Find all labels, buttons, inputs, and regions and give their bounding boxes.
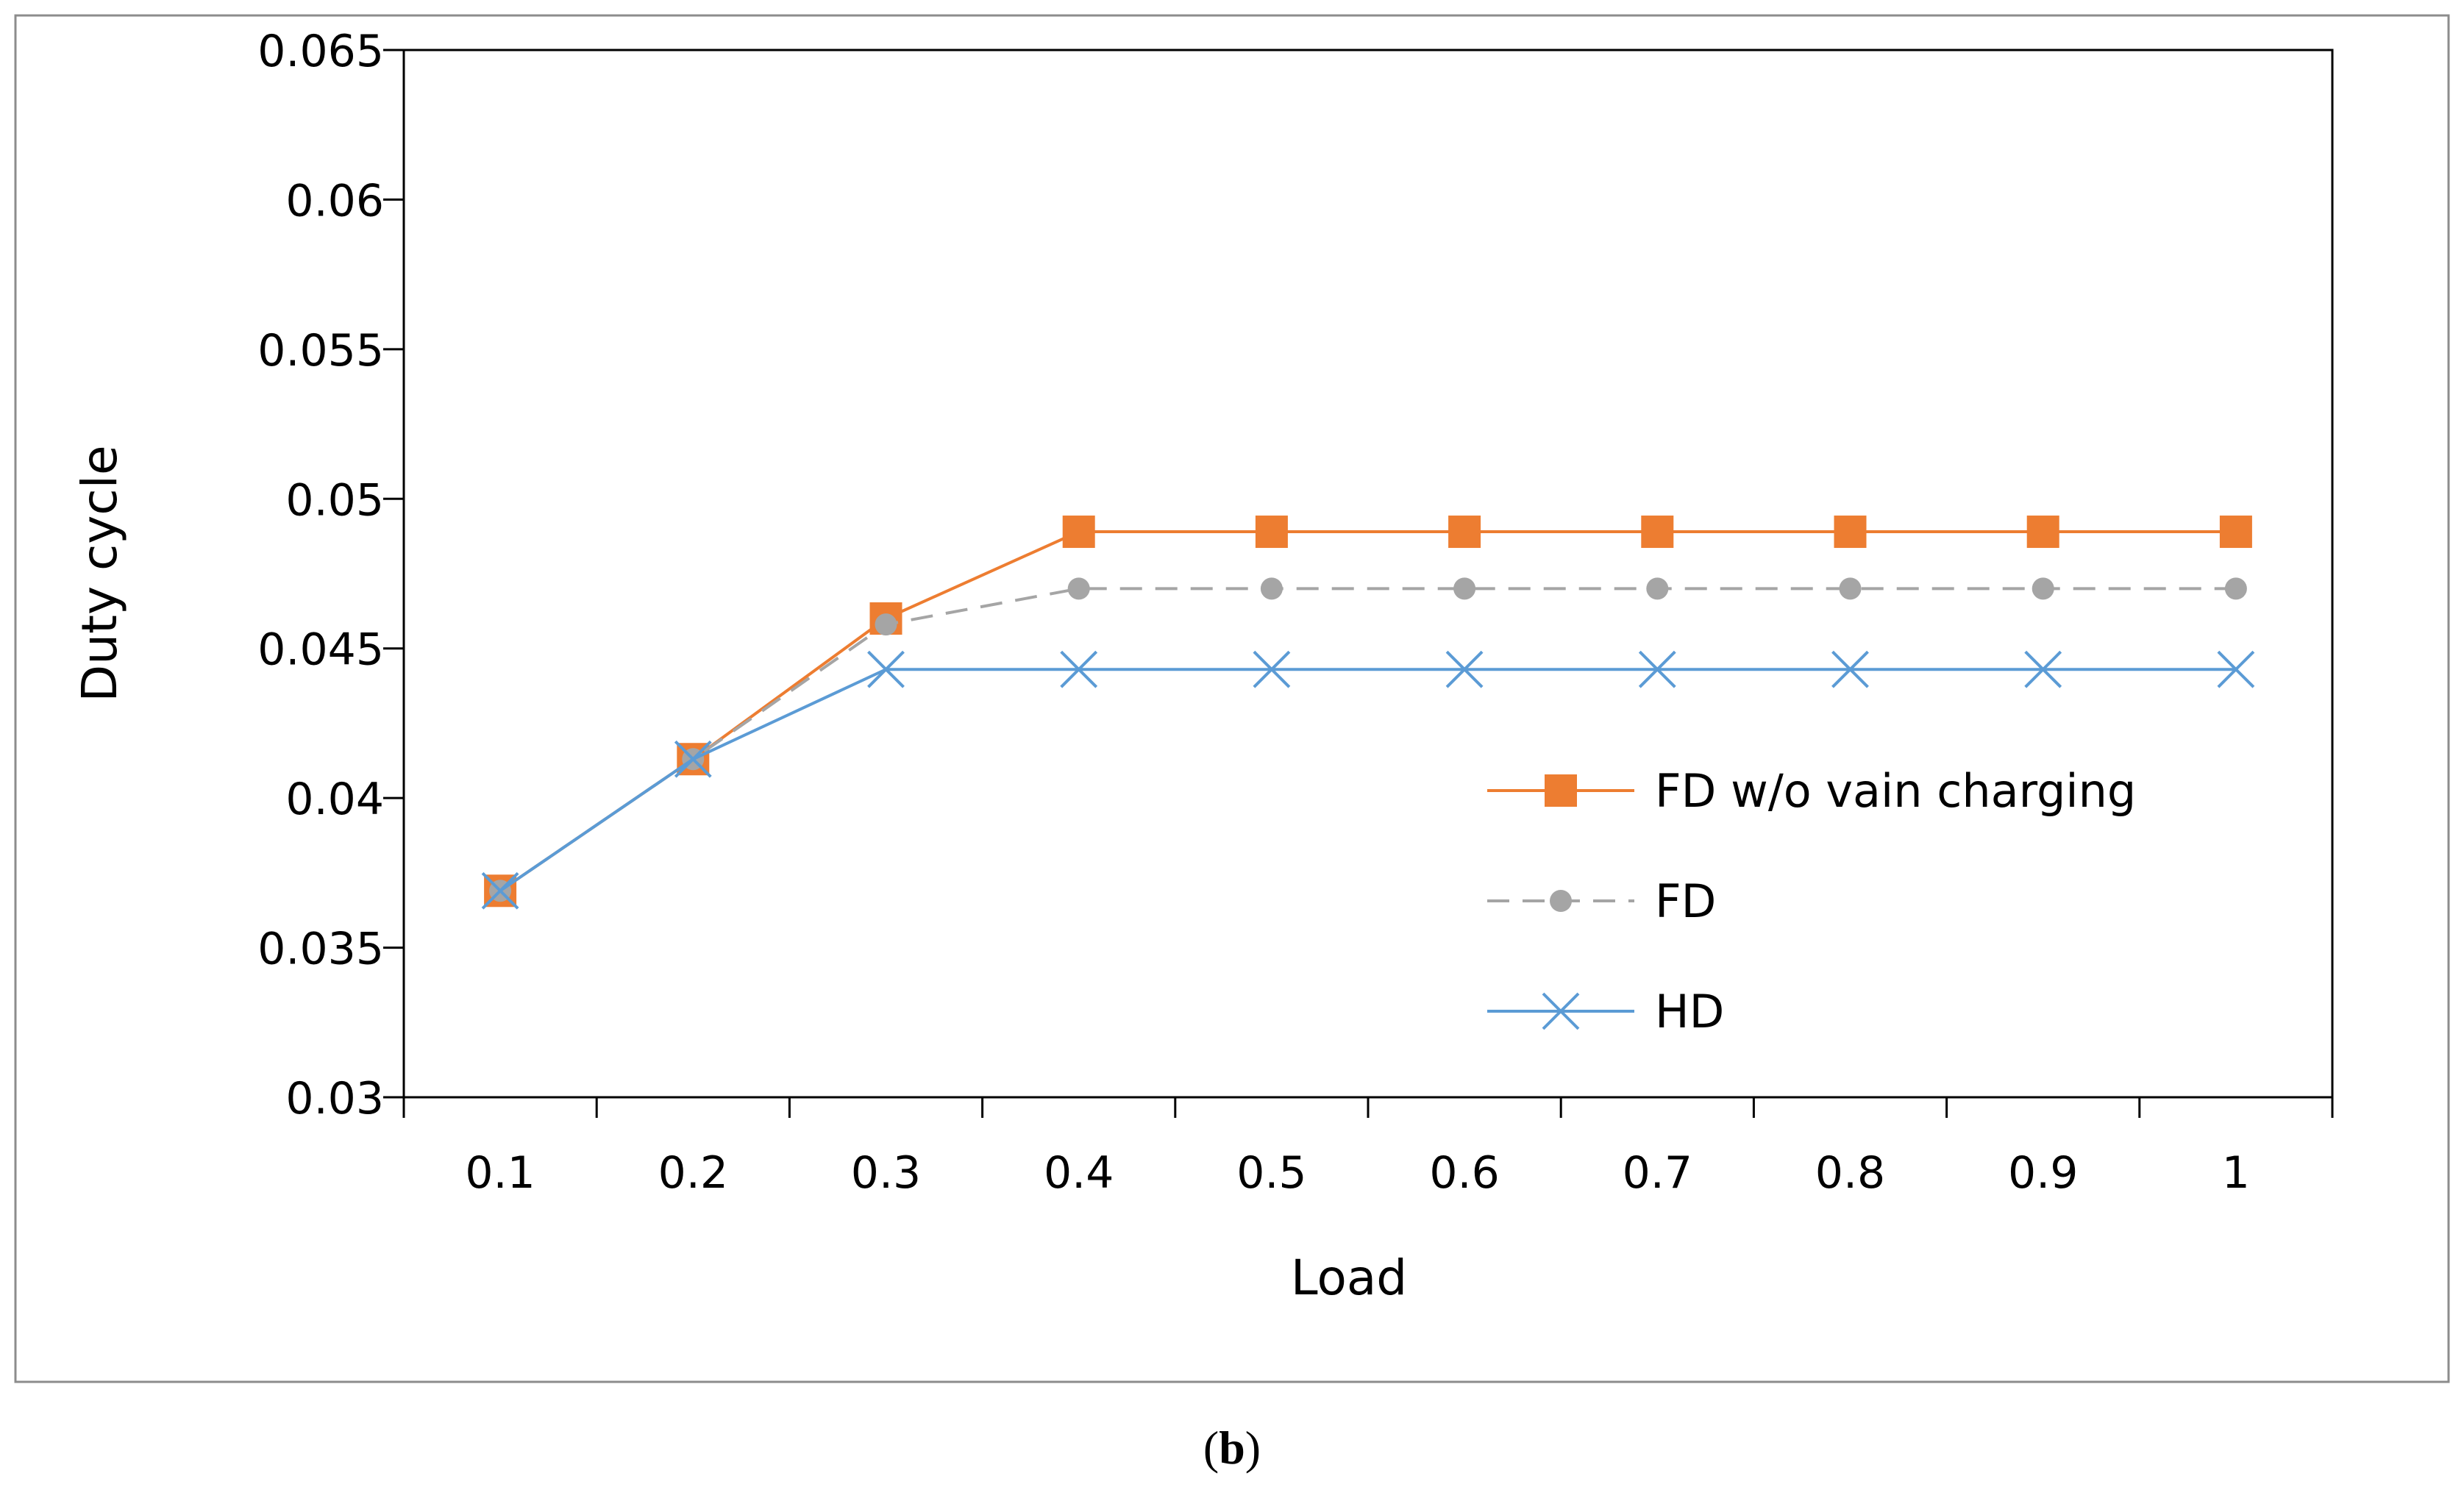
x-tick-label: 0.8: [1815, 1147, 1885, 1199]
y-tick-label: 0.03: [285, 1073, 384, 1124]
series-line: [499, 668, 2236, 892]
circle-marker: [1453, 577, 1476, 600]
series-line: [499, 530, 2236, 892]
x-axis-label: Load: [1291, 1249, 1407, 1306]
series-line: [499, 587, 2236, 892]
y-tick-label: 0.055: [257, 325, 384, 377]
circle-marker: [2224, 577, 2247, 600]
caption-letter: b: [1219, 1422, 1245, 1474]
y-axis-tick-labels: 0.03 0.035 0.04 0.045 0.05 0.055 0.06 0.065: [257, 26, 384, 1124]
x-marker: [2024, 650, 2062, 688]
x-marker: [1831, 650, 1869, 688]
circle-marker: [1839, 577, 1862, 600]
legend-label: FD w/o vain charging: [1655, 764, 2136, 818]
square-marker: [1834, 516, 1867, 549]
x-tick-label: 0.9: [2008, 1147, 2078, 1199]
y-axis-ticks: [383, 49, 404, 1099]
x-marker: [1638, 650, 1676, 688]
square-marker: [1448, 516, 1481, 549]
x-axis-tick-labels: 0.1 0.2 0.3 0.4 0.5 0.6 0.7 0.8 0.9 1: [465, 1147, 2250, 1199]
plot-area: [402, 49, 2334, 1099]
legend-label: HD: [1655, 985, 1724, 1038]
figure-caption: (b): [1203, 1422, 1261, 1474]
square-marker: [1255, 516, 1288, 549]
x-marker: [1445, 650, 1484, 688]
square-marker: [1062, 516, 1095, 549]
x-marker: [481, 871, 519, 910]
x-tick-label: 0.2: [658, 1147, 728, 1199]
square-marker: [1545, 774, 1577, 807]
caption-open-paren: (: [1203, 1422, 1219, 1474]
circle-marker: [875, 613, 897, 636]
y-tick-label: 0.045: [257, 624, 384, 676]
square-marker: [2219, 516, 2252, 549]
legend-item: FD: [1487, 874, 1716, 928]
x-tick-label: 0.5: [1236, 1147, 1306, 1199]
y-tick-label: 0.04: [285, 774, 384, 825]
y-tick-label: 0.065: [257, 26, 384, 77]
series-3: [481, 650, 2255, 910]
x-tick-label: 0.3: [851, 1147, 921, 1199]
x-tick-label: 0.7: [1623, 1147, 1692, 1199]
x-tick-label: 0.4: [1044, 1147, 1114, 1199]
legend-label: FD: [1655, 874, 1716, 928]
circle-marker: [1550, 890, 1572, 912]
y-axis-label: Duty cycle: [71, 445, 128, 702]
circle-marker: [1646, 577, 1669, 600]
circle-marker: [1260, 577, 1283, 600]
legend: FD w/o vain charging FD HD: [1487, 764, 2136, 1038]
y-tick-label: 0.035: [257, 924, 384, 975]
x-marker: [2217, 650, 2255, 688]
y-tick-label: 0.05: [285, 474, 384, 526]
x-marker: [1253, 650, 1291, 688]
x-axis-ticks: [402, 1097, 2334, 1118]
caption-close-paren: ): [1245, 1422, 1261, 1474]
y-tick-label: 0.06: [285, 175, 384, 227]
x-marker: [1542, 992, 1580, 1030]
legend-item: HD: [1487, 985, 1724, 1038]
x-marker: [867, 650, 905, 688]
square-marker: [2026, 516, 2059, 549]
x-marker: [1060, 650, 1098, 688]
x-marker: [674, 740, 712, 778]
legend-item: FD w/o vain charging: [1487, 764, 2136, 818]
x-tick-label: 1: [2222, 1147, 2250, 1199]
circle-marker: [2032, 577, 2054, 600]
x-tick-label: 0.1: [465, 1147, 535, 1199]
circle-marker: [1067, 577, 1090, 600]
square-marker: [1641, 516, 1674, 549]
x-tick-label: 0.6: [1429, 1147, 1499, 1199]
series-layer: [481, 516, 2255, 910]
